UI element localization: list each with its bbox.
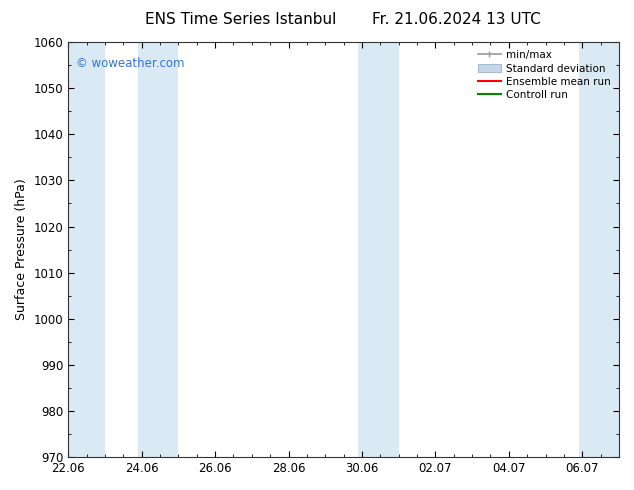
Text: © woweather.com: © woweather.com [77, 56, 185, 70]
Y-axis label: Surface Pressure (hPa): Surface Pressure (hPa) [15, 179, 28, 320]
Bar [65, 42, 105, 457]
Bar [579, 42, 623, 457]
Bar [358, 42, 399, 457]
Text: Fr. 21.06.2024 13 UTC: Fr. 21.06.2024 13 UTC [372, 12, 541, 27]
Legend: min/max, Standard deviation, Ensemble mean run, Controll run: min/max, Standard deviation, Ensemble me… [475, 47, 614, 103]
Bar [138, 42, 178, 457]
Text: ENS Time Series Istanbul: ENS Time Series Istanbul [145, 12, 337, 27]
